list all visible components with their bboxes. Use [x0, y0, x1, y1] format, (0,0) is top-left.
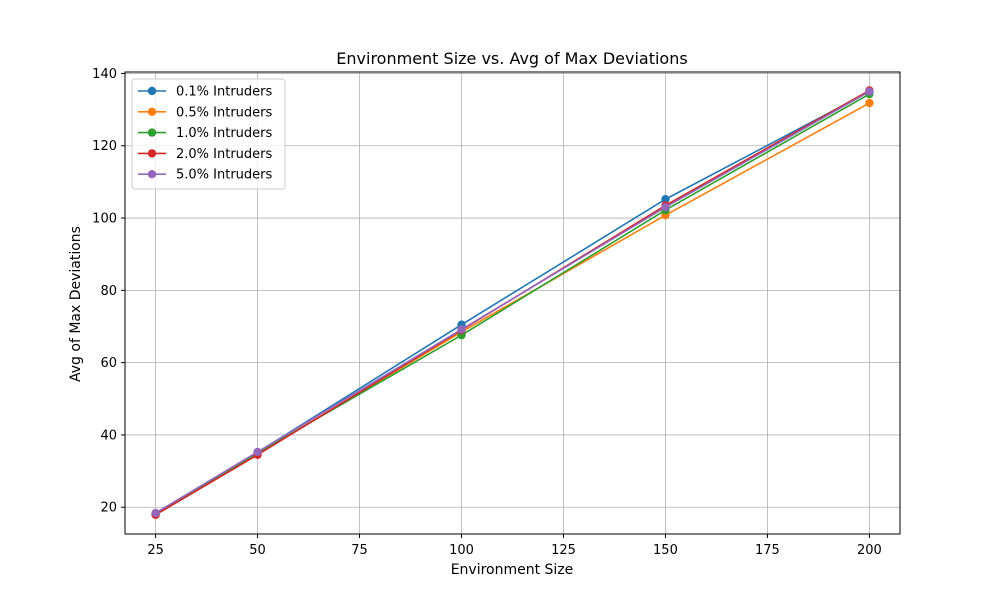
- series-5: [151, 87, 874, 518]
- x-tick-label: 200: [857, 543, 882, 558]
- legend-label: 1.0% Intruders: [176, 126, 273, 141]
- legend-entry: 1.0% Intruders: [138, 126, 273, 141]
- legend: 0.1% Intruders 0.5% Intruders 1.0% Intrude…: [131, 78, 286, 190]
- plot-frame: [124, 71, 901, 535]
- x-axis-label: Environment Size: [451, 562, 574, 578]
- y-tick-label: 60: [100, 356, 117, 371]
- legend-entry: 2.0% Intruders: [138, 147, 273, 162]
- legend-entry: 0.1% Intruders: [138, 85, 273, 100]
- y-axis-label: Avg of Max Deviations: [68, 226, 84, 382]
- legend-marker: [147, 128, 157, 137]
- x-tick-label: 100: [449, 543, 474, 558]
- chart-title: Environment Size vs. Avg of Max Deviatio…: [336, 49, 687, 68]
- grid: [125, 72, 900, 534]
- legend-label: 0.1% Intruders: [176, 85, 273, 100]
- y-tick-label: 120: [92, 139, 117, 154]
- plot-border: [124, 71, 901, 535]
- data-point: [661, 203, 670, 212]
- y-tick-label: 20: [100, 501, 117, 516]
- y-tick-label: 80: [100, 284, 117, 299]
- y-axis: 20 40 60 80 100 120 140: [92, 67, 125, 516]
- x-tick-label: 25: [147, 543, 164, 558]
- legend-label: 0.5% Intruders: [176, 105, 273, 120]
- data-point: [661, 195, 670, 204]
- legend-marker: [147, 107, 157, 117]
- legend-marker: [147, 149, 157, 158]
- legend-marker: [147, 170, 157, 179]
- legend-entry: 0.5% Intruders: [138, 105, 273, 120]
- legend-label: 2.0% Intruders: [176, 147, 273, 162]
- legend-entry: 5.0% Intruders: [138, 168, 273, 183]
- legend-box: [131, 78, 286, 190]
- x-tick-label: 50: [249, 543, 266, 558]
- x-tick-label: 75: [351, 543, 368, 558]
- y-tick-label: 100: [92, 212, 117, 227]
- series-layer: [151, 86, 874, 520]
- data-point: [865, 87, 874, 96]
- x-tick-label: 175: [755, 543, 780, 558]
- x-tick-label: 150: [653, 543, 678, 558]
- data-point: [457, 325, 466, 334]
- legend-marker: [147, 86, 157, 96]
- x-axis: 25 50 75 100 125 150 175 200: [147, 534, 882, 558]
- legend-label: 5.0% Intruders: [176, 168, 273, 183]
- y-tick-label: 40: [100, 428, 117, 443]
- data-point: [253, 447, 262, 457]
- data-point: [865, 98, 874, 108]
- y-tick-label: 140: [92, 67, 117, 82]
- data-point: [151, 508, 160, 518]
- x-tick-label: 125: [551, 543, 576, 558]
